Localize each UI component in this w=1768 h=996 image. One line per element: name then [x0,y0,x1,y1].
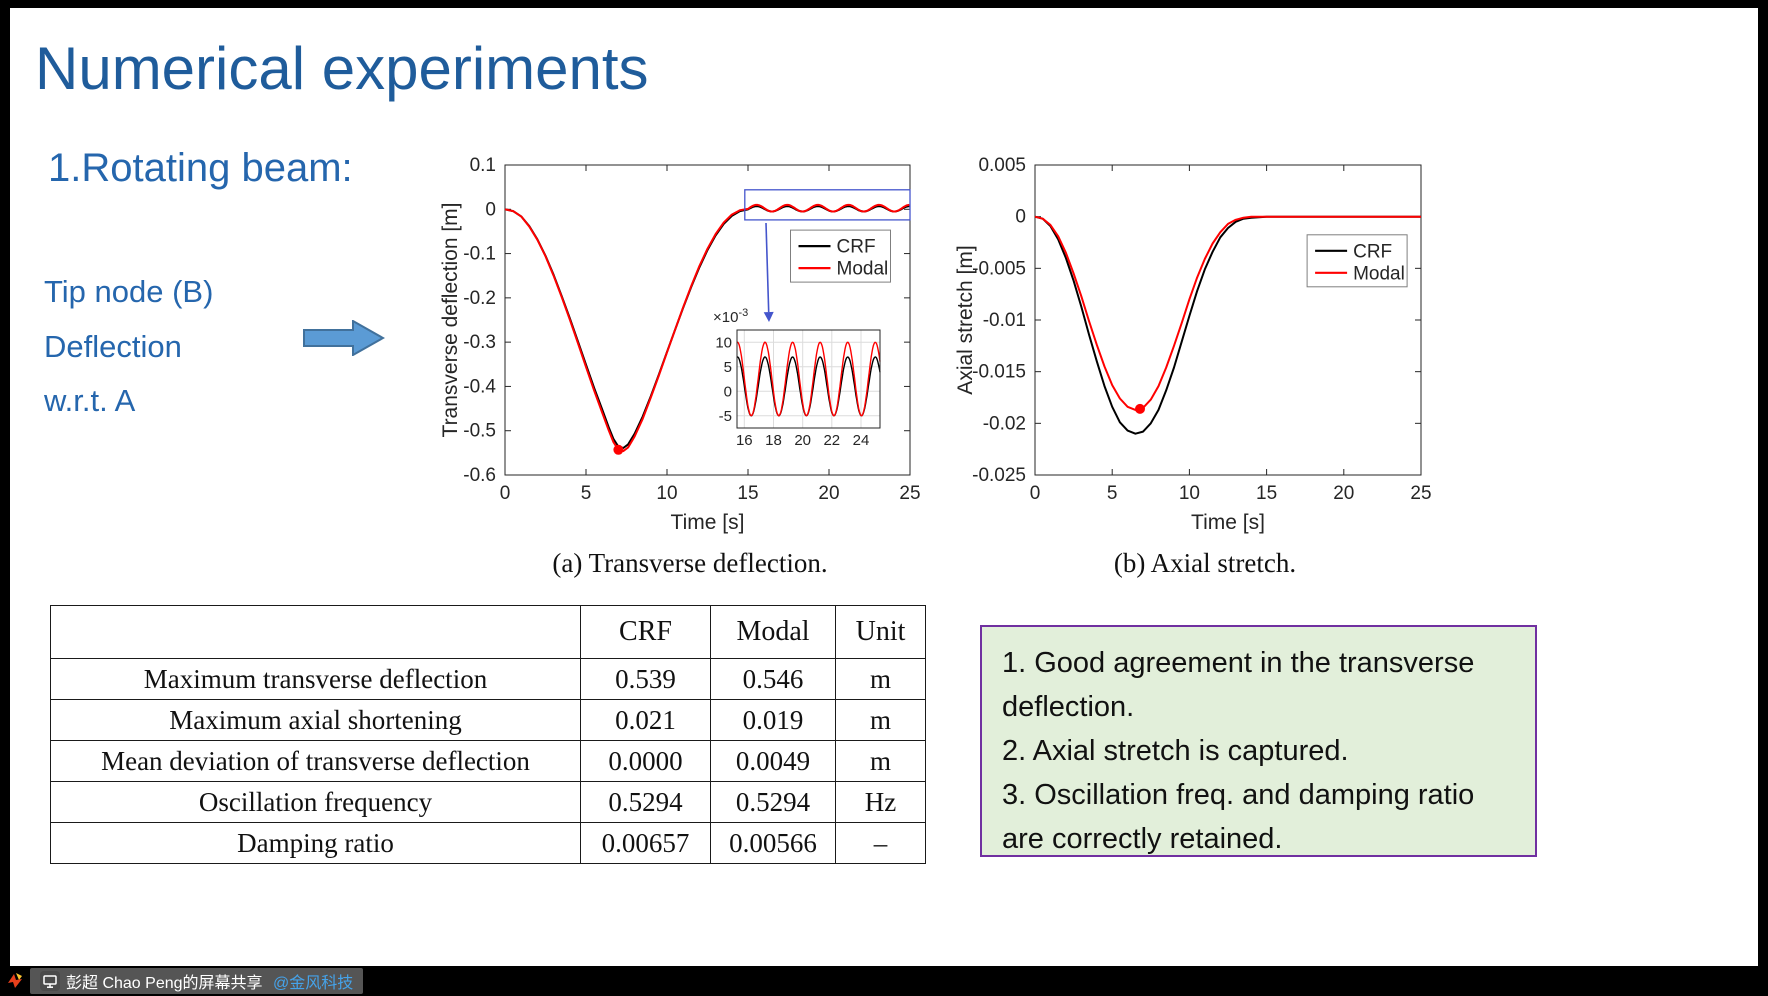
row-label: Mean deviation of transverse deflection [50,740,581,782]
caption-transverse: (a) Transverse deflection. [552,548,828,578]
crf-value: 0.021 [580,699,711,741]
svg-text:0: 0 [1030,483,1041,504]
slide-title: Numerical experiments [35,35,649,102]
svg-text:CRF: CRF [837,237,876,258]
svg-text:5: 5 [1107,483,1118,504]
unit-value: m [835,740,926,782]
table-row: Maximum axial shortening 0.021 0.019 m [50,699,926,741]
svg-text:0.1: 0.1 [470,155,496,176]
conclusion-line: 2. Axial stretch is captured. [1002,735,1349,767]
svg-text:20: 20 [1333,483,1354,504]
svg-text:-0.4: -0.4 [463,376,496,397]
results-table: CRF Modal Unit Maximum transverse deflec… [50,605,926,864]
svg-text:24: 24 [853,432,870,449]
slide: Numerical experiments 1.Rotating beam: T… [10,8,1758,966]
share-text: 彭超 Chao Peng的屏幕共享 [66,975,267,992]
svg-text:-0.5: -0.5 [463,421,496,442]
chart-axial-stretch: 0 5 10 15 20 25 0.005 0 -0.005 -0.01 -0.015 -0.02 -0… [954,153,1455,545]
svg-text:Transverse deflection [m]: Transverse deflection [m] [440,203,462,438]
col-header-unit: Unit [835,605,926,659]
svg-text:15: 15 [1256,483,1277,504]
svg-text:Axial stretch [m]: Axial stretch [m] [955,245,977,394]
row-label: Maximum transverse deflection [50,658,581,700]
unit-value: m [835,699,926,741]
conclusion-line: 3. Oscillation freq. and damping ratio a… [1002,779,1475,855]
app-logo-icon[interactable] [6,972,24,990]
svg-text:25: 25 [1410,483,1431,504]
svg-text:0: 0 [485,199,496,220]
modal-value: 0.0049 [710,740,836,782]
svg-text:0: 0 [1015,207,1026,228]
svg-text:Modal: Modal [837,259,889,280]
section-heading: 1.Rotating beam: [48,146,353,190]
svg-text:CRF: CRF [1353,241,1392,262]
chart-transverse-deflection: 0 5 10 15 20 25 0.1 0 -0.1 -0.2 -0.3 -0.4 -0.5 -0.6 Ti… [439,153,940,545]
crf-value: 0.00657 [580,822,711,864]
svg-text:-5: -5 [719,408,732,425]
svg-text:-0.02: -0.02 [983,413,1026,434]
unit-value: m [835,658,926,700]
svg-text:22: 22 [823,432,840,449]
crf-value: 0.0000 [580,740,711,782]
svg-text:20: 20 [818,483,839,504]
svg-text:Modal: Modal [1353,263,1405,284]
caption-axial: (b) Axial stretch. [1113,548,1297,578]
svg-text:5: 5 [581,483,592,504]
row-label: Maximum axial shortening [50,699,581,741]
screen-share-bar: 彭超 Chao Peng的屏幕共享 @金风科技 [0,966,1768,996]
table-row: Damping ratio 0.00657 0.00566 – [50,822,926,864]
table-row: Maximum transverse deflection 0.539 0.54… [50,658,926,700]
svg-text:15: 15 [737,483,758,504]
conclusions-box: 1. Good agreement in the transverse defl… [980,625,1537,857]
table-header-row: CRF Modal Unit [50,605,926,659]
bullet-deflection: Deflection [44,329,182,364]
crf-value: 0.539 [580,658,711,700]
conclusion-line: 1. Good agreement in the transverse defl… [1002,647,1475,723]
col-header-crf: CRF [580,605,711,659]
unit-value: Hz [835,781,926,823]
modal-value: 0.00566 [710,822,836,864]
svg-text:18: 18 [765,432,782,449]
unit-value: – [835,822,926,864]
screen-share-icon [40,971,60,991]
svg-text:0: 0 [500,483,511,504]
table-row: Oscillation frequency 0.5294 0.5294 Hz [50,781,926,823]
right-block-arrow-icon [303,319,386,357]
svg-text:-0.01: -0.01 [983,310,1026,331]
row-label: Damping ratio [50,822,581,864]
bullet-wrt-a: w.r.t. A [44,383,136,418]
modal-value: 0.546 [710,658,836,700]
svg-text:-0.2: -0.2 [463,288,496,309]
svg-text:5: 5 [724,359,732,376]
svg-text:-0.6: -0.6 [463,465,496,486]
row-label: Oscillation frequency [50,781,581,823]
svg-text:-0.3: -0.3 [463,332,496,353]
col-header-modal: Modal [710,605,836,659]
svg-text:0: 0 [724,383,732,400]
modal-value: 0.019 [710,699,836,741]
svg-text:16: 16 [736,432,753,449]
table-corner-cell [50,605,581,659]
svg-text:Time [s]: Time [s] [671,511,745,534]
svg-text:20: 20 [794,432,811,449]
svg-text:Time [s]: Time [s] [1191,511,1265,534]
svg-text:-0.005: -0.005 [972,258,1026,279]
screen-share-label[interactable]: 彭超 Chao Peng的屏幕共享 @金风科技 [30,968,364,994]
svg-text:-0.025: -0.025 [972,465,1026,486]
svg-text:10: 10 [715,334,732,351]
crf-value: 0.5294 [580,781,711,823]
svg-text:0.005: 0.005 [978,155,1026,176]
svg-text:10: 10 [656,483,677,504]
table-row: Mean deviation of transverse deflection … [50,740,926,782]
svg-text:-0.015: -0.015 [972,362,1026,383]
bullet-tip-node: Tip node (B) [44,274,214,309]
svg-text:10: 10 [1179,483,1200,504]
svg-text:-0.1: -0.1 [463,244,496,265]
modal-value: 0.5294 [710,781,836,823]
share-mention[interactable]: @金风科技 [272,975,354,992]
svg-text:25: 25 [899,483,920,504]
